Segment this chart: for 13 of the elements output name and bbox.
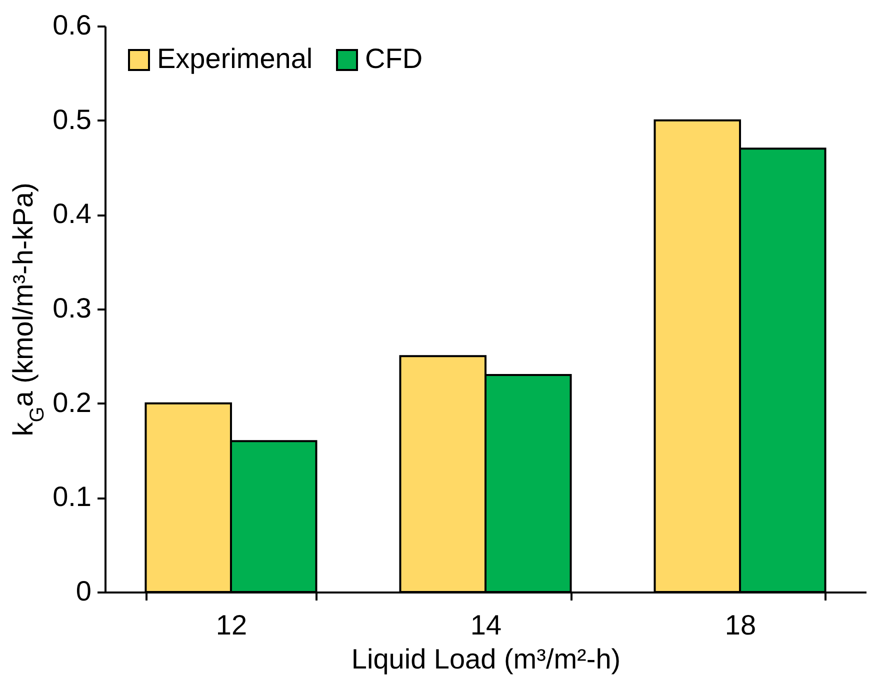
- x-tick-label: 12: [216, 610, 248, 640]
- y-tick-label: 0.1: [52, 481, 92, 512]
- x-tick-label: 14: [470, 610, 502, 640]
- y-tick-label: 0.2: [52, 386, 92, 418]
- legend-label: CFD: [365, 43, 423, 74]
- y-tick-label: 0.6: [52, 10, 92, 40]
- y-tick-label: 0.5: [52, 104, 92, 135]
- legend-label: Experimenal: [157, 43, 313, 74]
- y-tick-label: 0: [76, 576, 92, 606]
- x-axis-title: Liquid Load (m³/m²-h): [351, 644, 621, 674]
- x-tick-label: 18: [724, 610, 756, 640]
- y-tick-label: 0.3: [52, 292, 92, 324]
- y-tick-label: 0.4: [52, 198, 92, 230]
